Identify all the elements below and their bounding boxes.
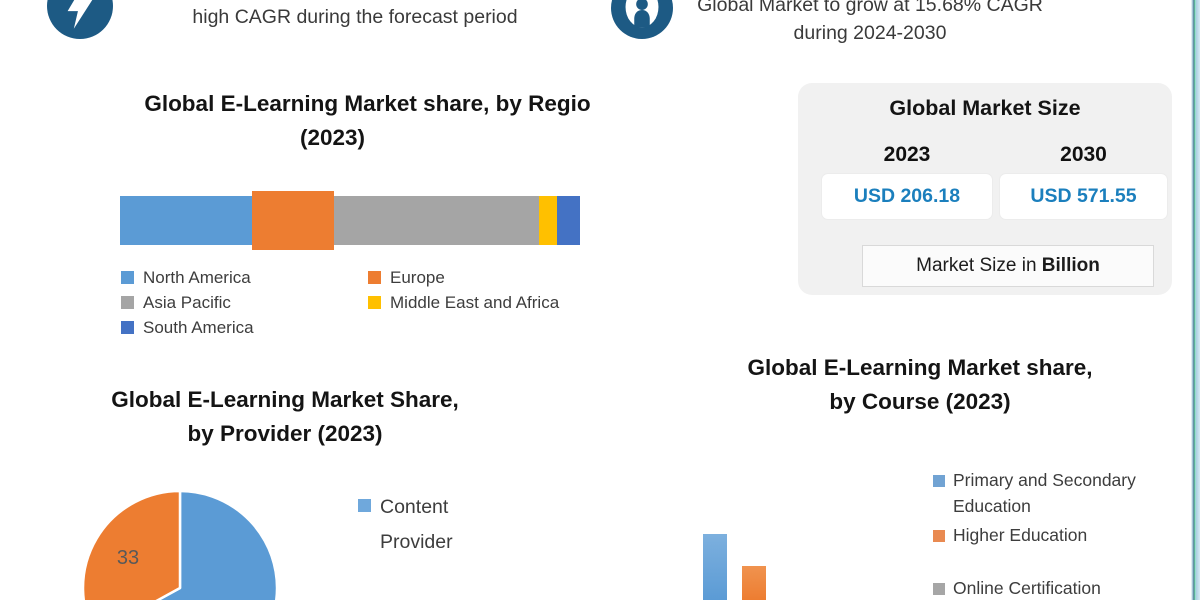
legend-item: Europe [368, 268, 591, 287]
course-title-line1: Global E-Learning Market share, [747, 355, 1093, 380]
legend-item: Middle East and Africa [368, 293, 591, 312]
footnote-prefix: Market Size in [916, 255, 1042, 276]
course-chart-title: Global E-Learning Market share, by Cours… [680, 351, 1160, 419]
region-legend: North America Europe Asia Pacific Middle Ea… [121, 268, 591, 337]
legend-item: Primary and Secondary Education [933, 468, 1178, 519]
legend-item: Online Certification [933, 576, 1178, 600]
legend-label: Asia Pacific [143, 293, 231, 312]
legend-label: Primary and Secondary Education [953, 468, 1136, 519]
year-label-2030: 2030 [1060, 143, 1107, 166]
legend-swatch-icon [358, 499, 371, 512]
region-title-line2: (2023) [299, 125, 366, 150]
provider-title-line1: Global E-Learning Market Share, [111, 387, 459, 412]
region-segment-asia-pacific [334, 196, 539, 245]
value-box-2023: USD 206.18 [822, 174, 992, 219]
legend-label-line: Content [380, 496, 449, 518]
provider-legend: Content Provider [358, 490, 498, 559]
year-label-2023: 2023 [883, 143, 931, 166]
legend-swatch-icon [121, 296, 134, 309]
region-chart-title: Global E-Learning Market share, by Regio… [105, 87, 630, 155]
pie-data-label: 33 [117, 547, 139, 569]
legend-swatch-icon [933, 475, 945, 487]
course-bar-higher-education [742, 566, 766, 600]
value-box-2030: USD 571.55 [1000, 174, 1167, 219]
legend-swatch-icon [933, 530, 945, 542]
page-right-border [1191, 0, 1200, 600]
region-stacked-bar [120, 191, 580, 250]
legend-label-line: Provider [380, 530, 453, 553]
market-size-title: Global Market Size [889, 96, 1081, 120]
legend-label: South America [143, 318, 254, 337]
legend-label: Europe [390, 268, 445, 287]
region-segment-middle-east-and-africa [538, 196, 558, 245]
market-size-col-2030: 2030 USD 571.55 [1000, 143, 1167, 219]
course-bar-primary-secondary [703, 534, 727, 600]
market-size-panel: Global Market Size 2023 USD 206.18 2030 … [798, 83, 1172, 295]
course-legend: Primary and Secondary Education Higher Edu… [933, 468, 1178, 600]
legend-label: Content Provider [380, 490, 453, 559]
region-segment-europe [252, 191, 335, 250]
region-title-line1: Global E-Learning Market share, by Regio [144, 91, 591, 116]
course-bar-chart [695, 528, 785, 600]
right-header-line1: Global Market to grow at 15.68% CAGR [697, 0, 1043, 16]
legend-item: Asia Pacific [121, 293, 368, 312]
legend-label: Middle East and Africa [390, 293, 560, 312]
pie-slice [155, 490, 279, 600]
legend-label-line: Primary and Secondary [953, 470, 1136, 490]
person-flame-icon [611, 0, 673, 39]
lightning-icon [47, 0, 113, 39]
legend-label-line: Higher Education [953, 525, 1088, 545]
legend-item: North America [121, 268, 368, 287]
pie-slice [82, 490, 182, 600]
left-header-caption: high CAGR during the forecast period [192, 6, 518, 28]
legend-swatch-icon [368, 296, 381, 309]
provider-pie-chart: 33 [82, 490, 279, 600]
legend-swatch-icon [368, 271, 381, 284]
right-header-line2: during 2024-2030 [793, 22, 947, 44]
right-header-caption: Global Market to grow at 15.68% CAGR dur… [665, 0, 1075, 47]
market-size-footnote: Market Size in Billion [862, 245, 1154, 287]
legend-label: Higher Education [953, 523, 1087, 549]
provider-chart-title: Global E-Learning Market Share, by Provi… [55, 383, 515, 451]
legend-swatch-icon [121, 321, 134, 334]
legend-label: North America [143, 268, 251, 287]
legend-label: Online Certification [953, 576, 1101, 600]
legend-item: Higher Education [933, 523, 1178, 549]
region-segment-south-america [557, 196, 580, 245]
market-size-col-2023: 2023 USD 206.18 [822, 143, 992, 219]
provider-title-line2: by Provider (2023) [187, 421, 383, 446]
region-segment-north-america [120, 196, 253, 245]
legend-label-line: Online Certification [953, 577, 1101, 598]
course-title-line2: by Course (2023) [829, 389, 1011, 414]
footnote-unit: Billion [1041, 255, 1100, 276]
legend-item: South America [121, 318, 368, 337]
legend-swatch-icon [933, 582, 945, 595]
legend-label-line: Education [953, 495, 1031, 516]
legend-swatch-icon [121, 271, 134, 284]
